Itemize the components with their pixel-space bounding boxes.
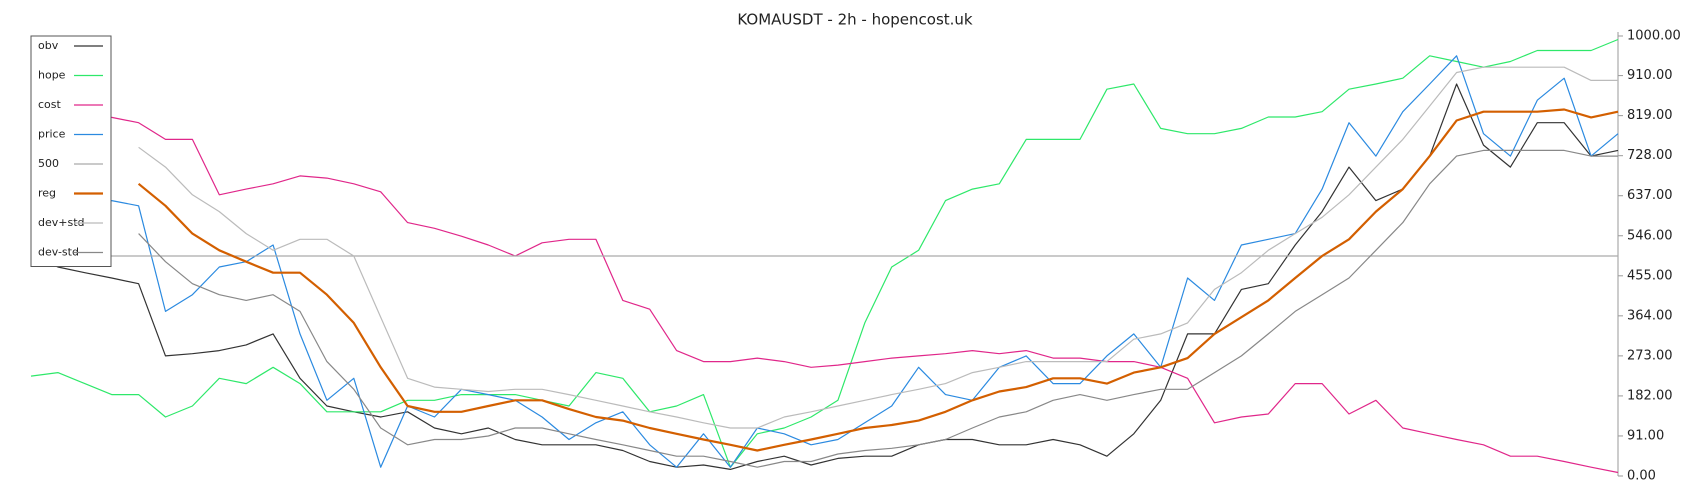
series-line (30, 111, 1619, 474)
legend-label: reg (38, 187, 56, 200)
legend-label: 500 (38, 157, 59, 170)
legend-label: hope (38, 69, 66, 82)
series-line (138, 149, 1618, 468)
legend-label: obv (38, 39, 59, 52)
y-tick-label: 182.00 (1627, 388, 1673, 403)
legend: obv hope cost price 500 reg dev+std dev-std (30, 35, 112, 267)
chart-title: KOMAUSDT - 2h - hopencost.uk (737, 11, 973, 29)
y-tick-label: 364.00 (1627, 308, 1673, 323)
y-tick-label: 819.00 (1627, 108, 1673, 123)
legend-label: price (38, 128, 66, 141)
legend-label: cost (38, 98, 62, 111)
legend-box (30, 35, 112, 267)
y-tick-label: 273.00 (1627, 348, 1673, 363)
y-tick-label: 91.00 (1627, 428, 1664, 443)
y-tick-label: 728.00 (1627, 148, 1673, 163)
y-tick-label: 0.00 (1627, 469, 1656, 484)
legend-label: dev-std (38, 246, 79, 259)
series-line (30, 83, 1619, 470)
y-tick-label: 546.00 (1627, 228, 1673, 243)
y-tick-label: 1000.00 (1627, 29, 1681, 44)
y-tick-label: 637.00 (1627, 188, 1673, 203)
series-line (30, 55, 1619, 468)
series-line (30, 38, 1619, 468)
y-tick-label: 455.00 (1627, 268, 1673, 283)
series-line (137, 108, 1619, 452)
series-line (138, 66, 1618, 429)
y-tick-label: 910.00 (1627, 68, 1673, 83)
legend-label: dev+std (38, 216, 85, 229)
